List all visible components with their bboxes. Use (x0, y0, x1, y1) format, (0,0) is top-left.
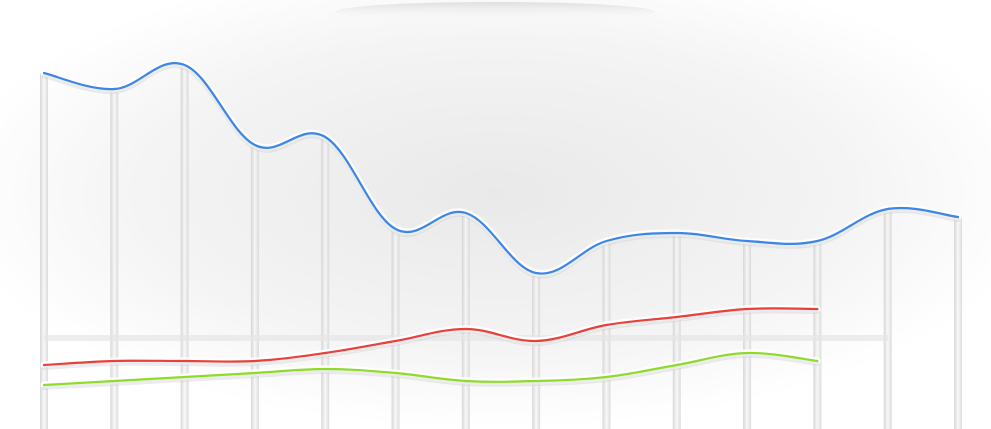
grid-line-13 (883, 209, 892, 429)
grid-line-4 (250, 145, 259, 429)
grid-lines (40, 65, 962, 429)
grid-line-10 (672, 233, 681, 429)
grid-line-8 (532, 273, 541, 429)
grid-line-2 (110, 89, 119, 429)
series-lines (40, 59, 962, 390)
grid-band (44, 335, 888, 341)
grid-line-6 (391, 229, 400, 429)
series-2-shadow (42, 309, 820, 370)
series-2-line (42, 307, 819, 367)
grid-line-14 (954, 217, 962, 429)
grid-line-3 (180, 65, 189, 429)
series-3-line (42, 351, 819, 387)
series-1-shadow (42, 64, 960, 279)
series-3-shadow (42, 353, 820, 390)
grid-line-1 (40, 73, 48, 429)
top-shadow (335, 2, 655, 22)
grid-line-5 (321, 137, 330, 429)
series-1-line (42, 62, 960, 275)
grid-line-7 (461, 213, 470, 429)
